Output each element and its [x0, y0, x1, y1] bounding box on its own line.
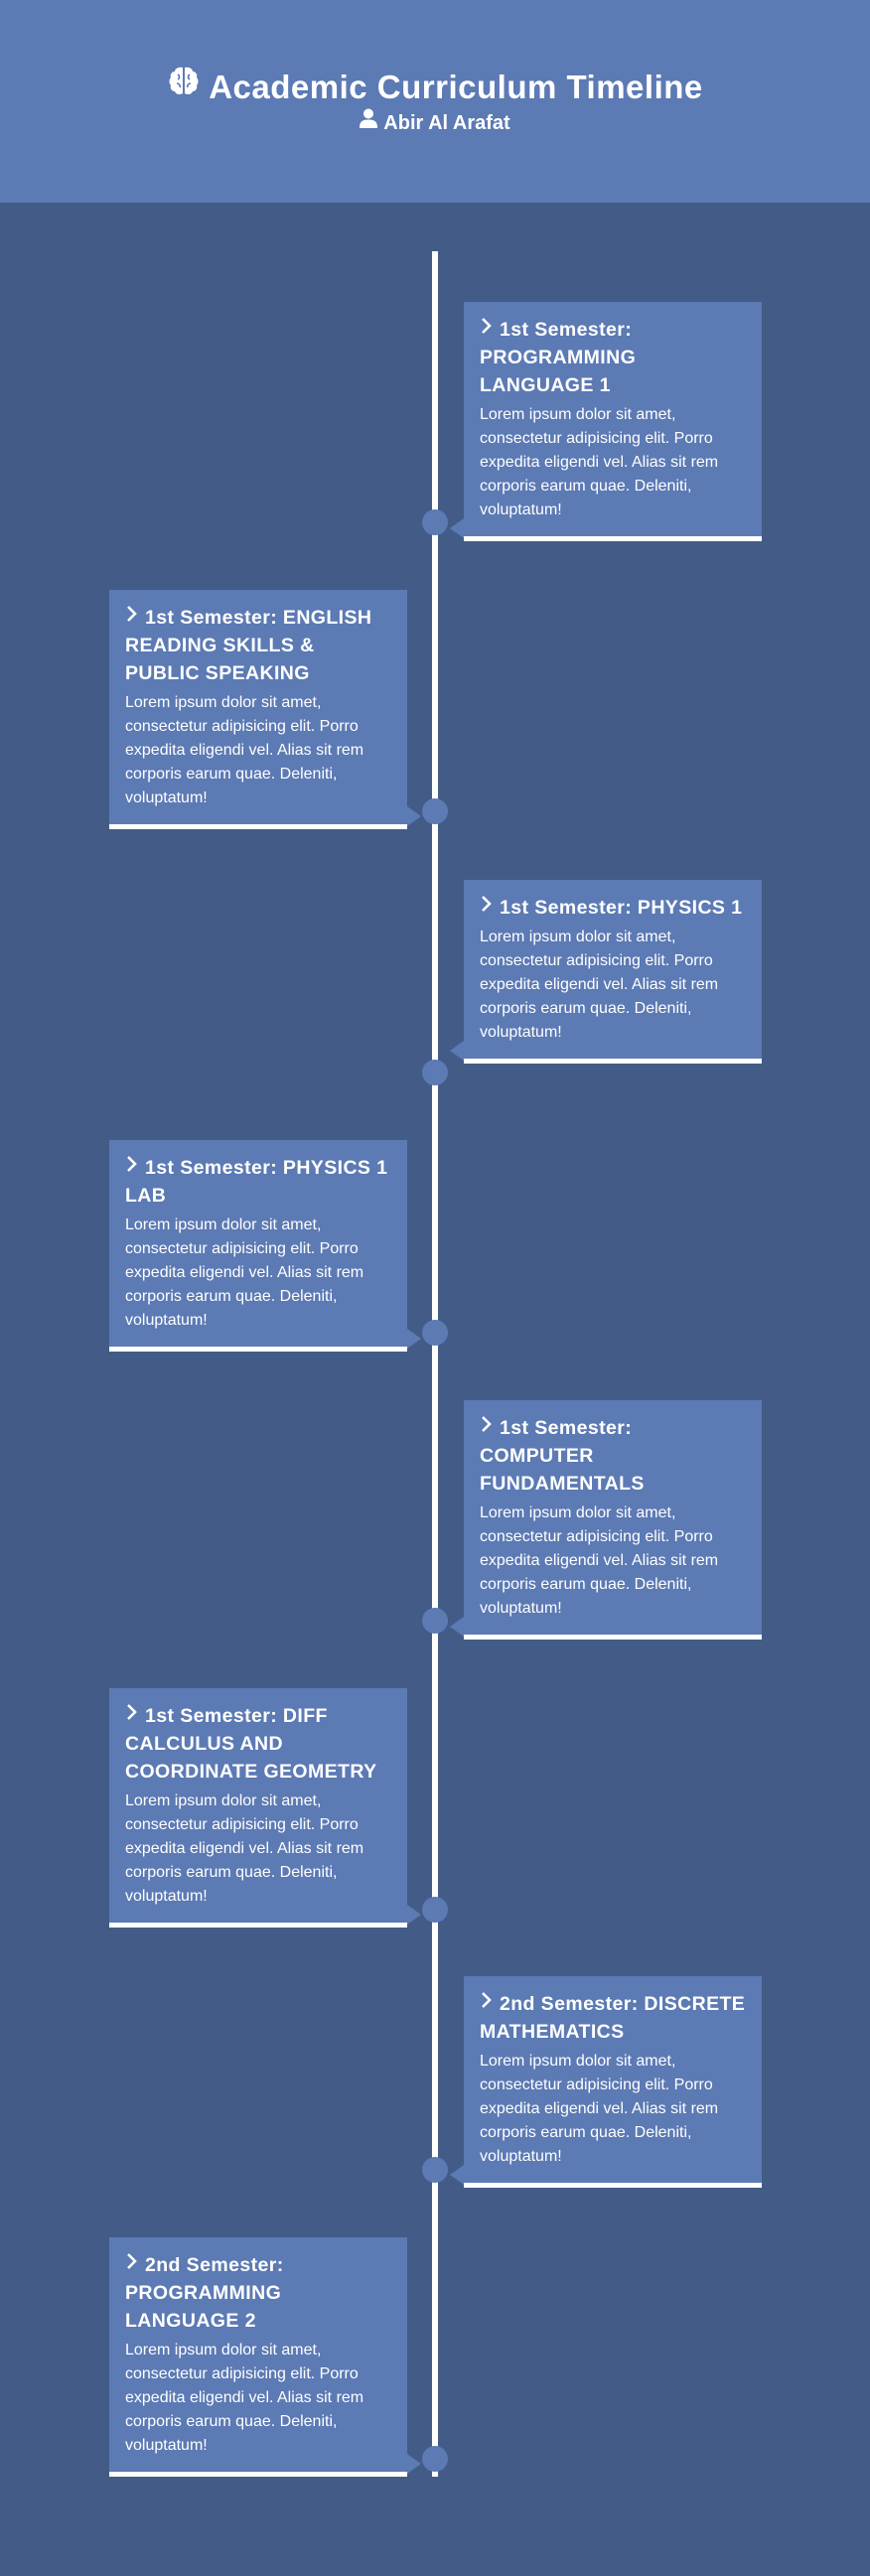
card-body: Lorem ipsum dolor sit amet, consectetur …	[480, 929, 719, 1041]
card-title: 2nd Semester: DISCRETE MATHEMATICS	[480, 1990, 746, 2046]
author-row: Abir Al Arafat	[0, 108, 870, 137]
card-title: 1st Semester: PHYSICS 1 LAB	[125, 1154, 391, 1210]
card-body: Lorem ipsum dolor sit amet, consectetur …	[125, 1216, 364, 1329]
timeline-card: 1st Semester: PHYSICS 1 Lorem ipsum dolo…	[450, 880, 762, 1064]
card-title-text: 1st Semester: PHYSICS 1 LAB	[125, 1157, 388, 1207]
timeline-dot	[422, 509, 448, 535]
card-title-text: 1st Semester: DIFF CALCULUS AND COORDINA…	[125, 1705, 377, 1783]
brain-icon	[167, 63, 201, 110]
page-title-row: Academic Curriculum Timeline	[0, 64, 870, 111]
timeline-card: 2nd Semester: DISCRETE MATHEMATICS Lorem…	[450, 1976, 762, 2188]
card-pointer	[450, 2165, 464, 2185]
card-body: Lorem ipsum dolor sit amet, consectetur …	[125, 1792, 364, 1905]
card-title-text: 1st Semester: COMPUTER FUNDAMENTALS	[480, 1417, 645, 1495]
chevron-right-icon	[125, 2250, 141, 2278]
chevron-right-icon	[125, 603, 141, 631]
timeline-card: 1st Semester: ENGLISH READING SKILLS & P…	[109, 590, 421, 829]
author-name: Abir Al Arafat	[383, 112, 510, 134]
card-title: 1st Semester: PHYSICS 1	[480, 894, 746, 922]
card-title-text: 1st Semester: PHYSICS 1	[500, 897, 743, 919]
card-title-text: 2nd Semester: PROGRAMMING LANGUAGE 2	[125, 2254, 284, 2332]
page-title: Academic Curriculum Timeline	[209, 69, 703, 105]
card-pointer	[450, 518, 464, 538]
card-title-text: 2nd Semester: DISCRETE MATHEMATICS	[480, 1993, 746, 2043]
timeline-dot	[422, 1897, 448, 1923]
card-body: Lorem ipsum dolor sit amet, consectetur …	[480, 1504, 719, 1617]
card-body: Lorem ipsum dolor sit amet, consectetur …	[125, 694, 364, 806]
card-title: 1st Semester: DIFF CALCULUS AND COORDINA…	[125, 1702, 391, 1786]
timeline-dot	[422, 2157, 448, 2183]
card-title: 1st Semester: PROGRAMMING LANGUAGE 1	[480, 316, 746, 399]
timeline-dot	[422, 1060, 448, 1085]
card-title-text: 1st Semester: ENGLISH READING SKILLS & P…	[125, 607, 372, 684]
timeline-dot	[422, 798, 448, 824]
timeline-card: 1st Semester: DIFF CALCULUS AND COORDINA…	[109, 1688, 421, 1928]
timeline-dot	[422, 1608, 448, 1634]
chevron-right-icon	[480, 1413, 496, 1441]
card-body: Lorem ipsum dolor sit amet, consectetur …	[480, 406, 719, 518]
card-body: Lorem ipsum dolor sit amet, consectetur …	[480, 2053, 719, 2165]
card-pointer	[407, 2454, 421, 2474]
card-title: 1st Semester: COMPUTER FUNDAMENTALS	[480, 1414, 746, 1498]
card-title: 1st Semester: ENGLISH READING SKILLS & P…	[125, 604, 391, 687]
chevron-right-icon	[480, 893, 496, 921]
timeline-dot	[422, 2446, 448, 2472]
timeline-card: 1st Semester: PROGRAMMING LANGUAGE 1 Lor…	[450, 302, 762, 541]
timeline-card: 1st Semester: COMPUTER FUNDAMENTALS Lore…	[450, 1400, 762, 1640]
card-pointer	[450, 1617, 464, 1637]
chevron-right-icon	[480, 315, 496, 343]
card-title-text: 1st Semester: PROGRAMMING LANGUAGE 1	[480, 319, 637, 396]
card-pointer	[407, 806, 421, 826]
card-title: 2nd Semester: PROGRAMMING LANGUAGE 2	[125, 2251, 391, 2335]
chevron-right-icon	[480, 1989, 496, 2017]
card-pointer	[450, 1041, 464, 1061]
chevron-right-icon	[125, 1701, 141, 1729]
card-pointer	[407, 1905, 421, 1925]
chevron-right-icon	[125, 1153, 141, 1181]
timeline-line	[432, 251, 438, 2477]
user-icon	[360, 108, 378, 136]
page-header: Academic Curriculum Timeline Abir Al Ara…	[0, 0, 870, 203]
card-pointer	[407, 1329, 421, 1349]
card-body: Lorem ipsum dolor sit amet, consectetur …	[125, 2342, 364, 2454]
timeline-card: 2nd Semester: PROGRAMMING LANGUAGE 2 Lor…	[109, 2237, 421, 2477]
timeline-dot	[422, 1320, 448, 1346]
timeline-card: 1st Semester: PHYSICS 1 LAB Lorem ipsum …	[109, 1140, 421, 1352]
